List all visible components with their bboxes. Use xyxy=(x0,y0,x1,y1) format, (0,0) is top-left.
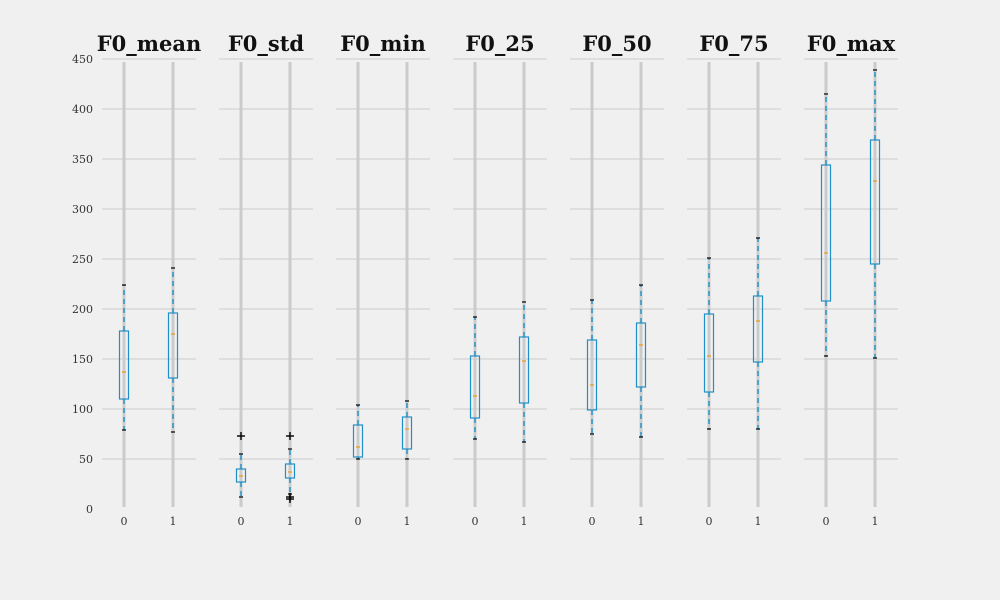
box-iqr xyxy=(586,339,598,411)
y-tick-label: 150 xyxy=(72,353,93,366)
y-tick-label: 250 xyxy=(72,253,93,266)
box-iqr xyxy=(752,295,764,363)
panel-title: F0_25 xyxy=(465,31,534,56)
panel-title: F0_50 xyxy=(582,31,651,56)
box-iqr xyxy=(635,322,647,388)
x-tick-label: 0 xyxy=(823,515,830,528)
x-tick-label: 0 xyxy=(121,515,128,528)
box-iqr xyxy=(820,164,832,302)
panel-f0-max: F0_max 0 1 xyxy=(804,31,898,528)
x-tick-label: 0 xyxy=(355,515,362,528)
flier-marker xyxy=(286,495,294,503)
x-tick-label: 1 xyxy=(404,515,411,528)
panel-f0-std: F0_std 0 1 xyxy=(219,31,313,528)
panel-title: F0_mean xyxy=(97,31,201,56)
y-tick-label: 300 xyxy=(72,203,93,216)
box-iqr xyxy=(235,468,247,483)
x-tick-label: 0 xyxy=(238,515,245,528)
y-tick-label: 0 xyxy=(86,503,93,516)
panel-f0-mean: F0_mean 0 1 xyxy=(97,31,201,528)
x-tick-label: 1 xyxy=(521,515,528,528)
box-iqr xyxy=(118,330,130,400)
panel-title: F0_min xyxy=(340,31,426,56)
flier-marker xyxy=(237,432,245,440)
box-iqr xyxy=(284,463,296,479)
flier-marker xyxy=(286,432,294,440)
y-tick-label: 100 xyxy=(72,403,93,416)
x-tick-label: 0 xyxy=(589,515,596,528)
y-tick-label: 50 xyxy=(79,453,93,466)
x-tick-label: 1 xyxy=(170,515,177,528)
box-iqr xyxy=(469,355,481,419)
x-tick-label: 1 xyxy=(638,515,645,528)
panel-f0-min: F0_min 0 1 xyxy=(336,31,430,528)
x-tick-label: 0 xyxy=(472,515,479,528)
panel-f0-25: F0_25 0 1 xyxy=(453,31,547,528)
panel-f0-50: F0_50 0 1 xyxy=(570,31,664,528)
y-tick-label: 350 xyxy=(72,153,93,166)
box-iqr xyxy=(167,312,179,379)
box-iqr xyxy=(869,139,881,265)
box-iqr xyxy=(352,424,364,458)
x-tick-label: 1 xyxy=(872,515,879,528)
y-tick-label: 450 xyxy=(72,53,93,66)
panel-f0-75: F0_75 0 1 xyxy=(687,31,781,528)
x-tick-label: 1 xyxy=(755,515,762,528)
box-iqr xyxy=(518,336,530,404)
panel-title: F0_std xyxy=(228,31,305,56)
box-iqr xyxy=(401,416,413,450)
y-tick-label: 200 xyxy=(72,303,93,316)
x-tick-label: 1 xyxy=(287,515,294,528)
y-tick-label: 400 xyxy=(72,103,93,116)
panel-title: F0_75 xyxy=(699,31,768,56)
box-iqr xyxy=(703,313,715,393)
x-tick-label: 0 xyxy=(706,515,713,528)
panel-title: F0_max xyxy=(807,31,896,56)
